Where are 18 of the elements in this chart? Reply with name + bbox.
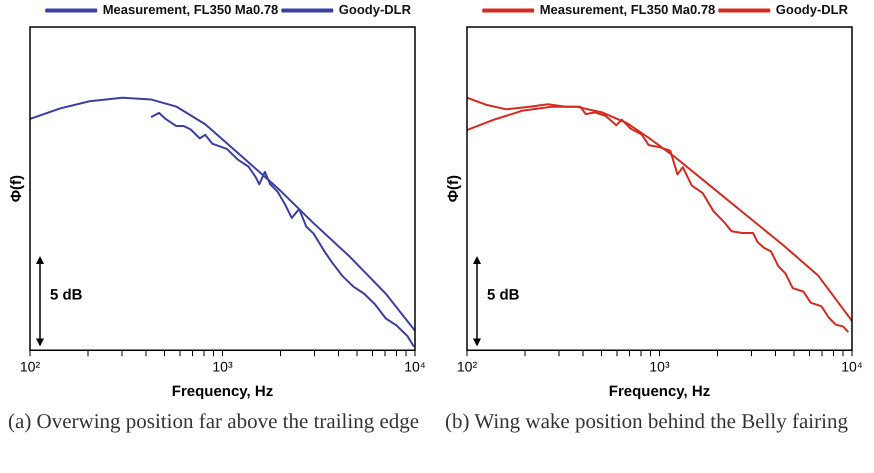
y-axis-title: Φ(f) (445, 174, 462, 202)
annotation: 5 dB (50, 286, 83, 304)
x-tick-label: 10² (456, 358, 478, 374)
text: (a) Overwing position far above the trailing edge (7, 409, 420, 434)
legend-label: Goody-DLR (776, 2, 849, 18)
legend-label: Measurement, FL350 Ma0.78 (102, 2, 278, 18)
legend-label: Goody-DLR (338, 2, 412, 18)
x-axis-title: Frequency, Hz (608, 383, 710, 400)
annotation: 5 dB (487, 286, 520, 304)
y-axis-title: Φ(f) (8, 174, 26, 202)
text: (b) Wing wake position behind the Belly fairing (444, 409, 849, 434)
legend-label: Measurement, FL350 Ma0.78 (540, 2, 716, 18)
x-tick-label: 10³ (649, 358, 670, 374)
x-tick-label: 10⁴ (841, 358, 863, 374)
x-tick-label: 10⁴ (404, 358, 426, 374)
x-tick-label: 10³ (212, 358, 233, 374)
x-tick-label: 10² (20, 358, 40, 374)
x-axis-title: Frequency, Hz (172, 383, 274, 400)
